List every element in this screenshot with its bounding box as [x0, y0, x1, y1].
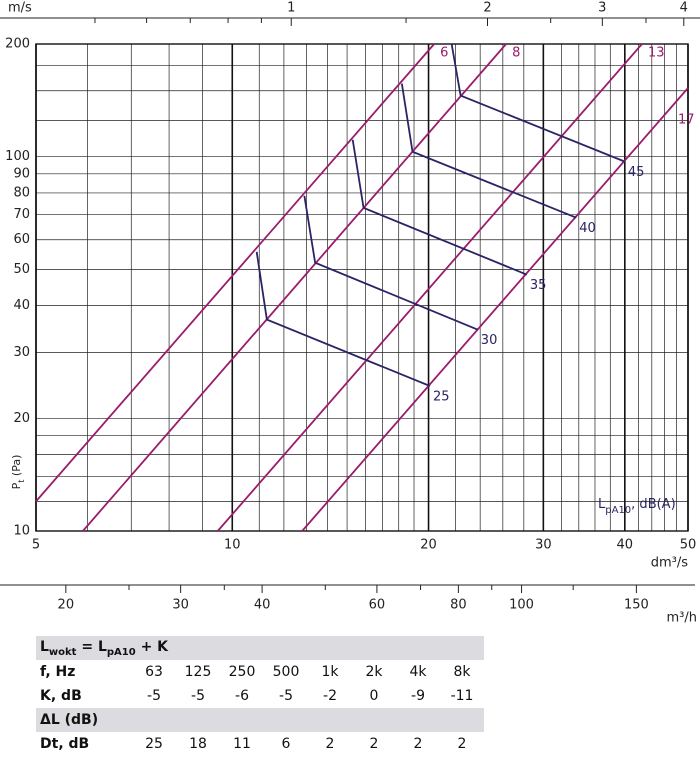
y-tick-label: 60	[13, 232, 30, 247]
series-label: 40	[579, 221, 596, 236]
top-axis-label: m/s	[8, 1, 32, 16]
series-line	[301, 87, 689, 532]
table-cell: -5	[191, 688, 205, 704]
series-line	[217, 43, 643, 532]
table-cell: 2	[369, 736, 379, 752]
bottom-tick-label: 100	[509, 598, 534, 613]
table-cell: 8k	[453, 664, 471, 680]
table-cell: 250	[228, 664, 256, 680]
table-row: Dt, dB 25 18 11 6 2 2 2 2	[36, 732, 484, 756]
table-cell: -9	[411, 688, 425, 704]
header-a-sub: wokt	[48, 646, 77, 658]
bottom-tick-label: 30	[172, 598, 189, 613]
x-axis-label: dm³/s	[651, 556, 689, 571]
table-cell: 11	[233, 736, 251, 752]
row-label: Dt, dB	[40, 736, 90, 752]
y-tick-label: 40	[13, 298, 30, 313]
table-cell: 6	[281, 736, 291, 752]
y-axis-label-sub: t	[17, 480, 26, 483]
header-b-sub: pA10	[106, 646, 136, 658]
series-label: 17	[678, 112, 695, 127]
table-cell: 125	[184, 664, 212, 680]
series-line	[400, 83, 577, 219]
bottom-tick-label: 40	[254, 598, 271, 613]
header-b: = L	[76, 638, 107, 655]
table-cell: 18	[189, 736, 207, 752]
top-tick-label: 2	[483, 1, 491, 16]
y-axis-label: Pt (Pa)	[10, 455, 26, 490]
legend-main: L	[598, 497, 606, 512]
table-cell: 2	[457, 736, 467, 752]
series-line	[82, 43, 507, 532]
top-tick-label: 3	[598, 1, 606, 16]
bottom-tick-label: 60	[369, 598, 386, 613]
table-cell: 1k	[321, 664, 339, 680]
table-subheader: ΔL (dB)	[36, 708, 484, 732]
legend-rest: , dB(A)	[631, 497, 675, 512]
table-cell: -5	[279, 688, 293, 704]
series-line	[450, 43, 626, 163]
table-cell: 63	[145, 664, 163, 680]
plot-frame	[35, 43, 689, 532]
series-label: 8	[512, 46, 520, 61]
series-line	[35, 43, 435, 502]
table-cell: 4k	[409, 664, 427, 680]
table-cell: 0	[369, 688, 379, 704]
table-cell: -2	[323, 688, 337, 704]
table-row: K, dB -5 -5 -6 -5 -2 0 -9 -11	[36, 684, 484, 708]
x-tick-label: 5	[32, 538, 40, 553]
table-row: f, Hz 63 125 250 500 1k 2k 4k 8k	[36, 660, 484, 684]
bottom-tick-label: 20	[58, 598, 75, 613]
row-label: K, dB	[40, 688, 82, 704]
series-label: 35	[530, 278, 547, 293]
y-axis-label-main: P	[10, 482, 23, 489]
table-cell: -5	[147, 688, 161, 704]
series-label: 6	[440, 46, 448, 61]
table-cell: 25	[145, 736, 163, 752]
x-tick-label: 20	[420, 538, 437, 553]
series-label: 13	[648, 46, 665, 61]
series-line	[351, 139, 528, 276]
table-cell: 2	[325, 736, 335, 752]
spectrum-table: Lwokt = LpA10 + K f, Hz 63 125 250 500 1k 2k 4k…	[36, 636, 484, 756]
top-tick-label: 1	[287, 1, 295, 16]
chart: m/s dm³/s m³/h Pt (Pa) LpA10, dB(A) 10 20…	[0, 1, 700, 626]
table-cell: -11	[450, 688, 474, 704]
y-axis-label-rest: (Pa)	[10, 455, 23, 480]
series-line	[303, 195, 479, 331]
y-tick-label: 80	[13, 185, 30, 200]
x-tick-label: 10	[224, 538, 241, 553]
table-cell: 2	[413, 736, 423, 752]
y-tick-label: 20	[13, 411, 30, 426]
legend-sub: pA10	[605, 505, 631, 516]
y-tick-label: 30	[13, 345, 30, 360]
contour-legend-label: LpA10, dB(A)	[598, 497, 676, 516]
table-subheader-row: ΔL (dB)	[36, 708, 484, 732]
bottom-tick-label: 80	[450, 598, 467, 613]
top-tick-label: 4	[680, 1, 688, 16]
y-tick-label: 10	[13, 524, 30, 539]
y-tick-label: 70	[13, 207, 30, 222]
series-label: 25	[433, 389, 450, 404]
table-cell: -6	[235, 688, 249, 704]
y-tick-label: 90	[13, 166, 30, 181]
y-tick-label: 100	[5, 149, 30, 164]
y-tick-label: 200	[5, 37, 30, 52]
bottom-axis-label: m³/h	[667, 611, 698, 626]
bottom-tick-label: 150	[624, 598, 649, 613]
row-label: f, Hz	[40, 664, 76, 680]
series-label: 30	[481, 333, 498, 348]
table-cell: 2k	[365, 664, 383, 680]
x-tick-label: 50	[680, 538, 697, 553]
y-tick-label: 50	[13, 262, 30, 277]
series-label: 45	[628, 165, 645, 180]
table-header: Lwokt = LpA10 + K	[36, 636, 484, 660]
header-c: + K	[135, 638, 169, 655]
header-a: L	[40, 638, 49, 655]
x-tick-label: 40	[617, 538, 634, 553]
series-line	[255, 251, 431, 387]
x-tick-label: 30	[535, 538, 552, 553]
table-cell: 500	[272, 664, 300, 680]
